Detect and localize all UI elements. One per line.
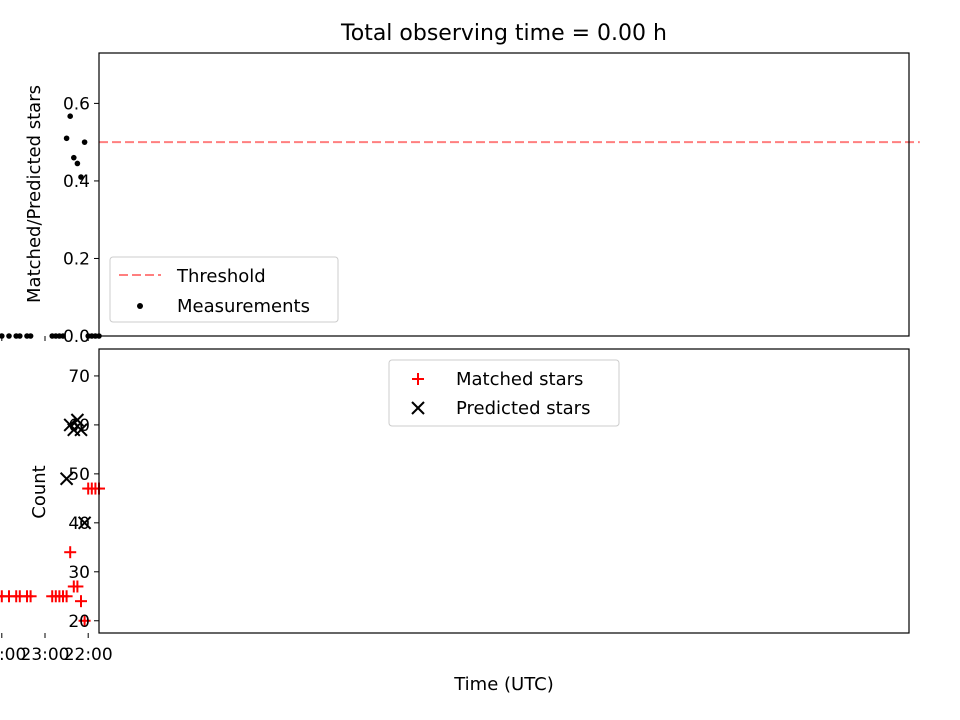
measurement-point: [67, 113, 73, 119]
top-legend: Threshold Measurements: [109, 256, 339, 323]
measurement-point: [81, 139, 88, 145]
legend-predicted-label: Predicted stars: [456, 398, 590, 419]
x-tick-label: 23:00: [21, 645, 70, 665]
legend-predicted-swatch: [411, 401, 425, 415]
bottom-y-tick-label: 70: [68, 367, 90, 387]
matched-star-point: [82, 482, 95, 495]
bottom-y-tick-label: 40: [68, 514, 90, 534]
top-y-tick-label: 0.4: [63, 172, 90, 192]
matched-star-point: [0, 595, 5, 598]
bottom-legend-box: [388, 359, 620, 427]
matched-star-point: [46, 590, 59, 603]
measurement-point: [78, 174, 84, 180]
measurement-point: [0, 333, 1, 339]
bottom-plot-marks: [0, 413, 105, 627]
measurement-point: [71, 154, 77, 161]
measurement-point: [13, 333, 19, 339]
x-tick-label: 00:00: [0, 645, 26, 665]
predicted-star-point: [70, 413, 85, 427]
legend-measurements-label: Measurements: [177, 296, 310, 317]
predicted-star-point: [63, 418, 77, 432]
predicted-star-point: [77, 516, 92, 530]
top-panel: Total observing time = 0.00 h Matched/Pr…: [0, 21, 920, 347]
bottom-y-tick-label: 20: [68, 612, 90, 632]
measurement-point: [6, 333, 12, 339]
chart-title: Total observing time = 0.00 h: [340, 21, 667, 46]
top-plot-marks: [0, 113, 920, 339]
y-axis-label-top: Matched/Predicted stars: [24, 85, 45, 303]
predicted-star-point: [59, 472, 74, 486]
bottom-panel: Count Time (UTC) 22:0023:0000:0001:0002:…: [0, 348, 910, 695]
bottom-axes: 22:0023:0000:0001:0002:0003:002030405060…: [0, 367, 113, 665]
matched-star-point: [64, 546, 77, 559]
matched-star-point: [0, 595, 1, 598]
legend-matched-label: Matched stars: [456, 369, 583, 390]
bottom-plot-frame: [98, 348, 910, 634]
legend-threshold-label: Threshold: [176, 266, 266, 287]
y-axis-label-bottom: Count: [29, 465, 50, 518]
legend-measurements-swatch: [137, 303, 143, 309]
matched-star-point: [67, 580, 80, 593]
matched-star-point: [75, 595, 87, 608]
top-y-tick-label: 0.0: [63, 327, 90, 347]
bottom-y-tick-label: 50: [68, 465, 90, 485]
measurement-point: [74, 160, 81, 167]
top-y-tick-label: 0.2: [63, 249, 90, 269]
bottom-legend: Matched stars Predicted stars: [388, 359, 620, 427]
measurement-point: [49, 333, 55, 339]
top-plot-frame: [98, 52, 910, 337]
bottom-y-tick-label: 30: [68, 563, 90, 583]
measurement-point: [63, 135, 70, 142]
matched-star-point: [78, 614, 91, 627]
x-axis-label: Time (UTC): [453, 674, 554, 695]
top-legend-box: [109, 256, 339, 323]
x-tick-label: 22:00: [64, 645, 113, 665]
top-axes: 0.0 0.2 0.4 0.6: [1, 94, 99, 347]
legend-matched-swatch: [412, 373, 424, 385]
measurement-point: [24, 333, 30, 339]
top-y-tick-label: 0.6: [63, 94, 90, 114]
bottom-y-tick-label: 60: [68, 416, 90, 436]
